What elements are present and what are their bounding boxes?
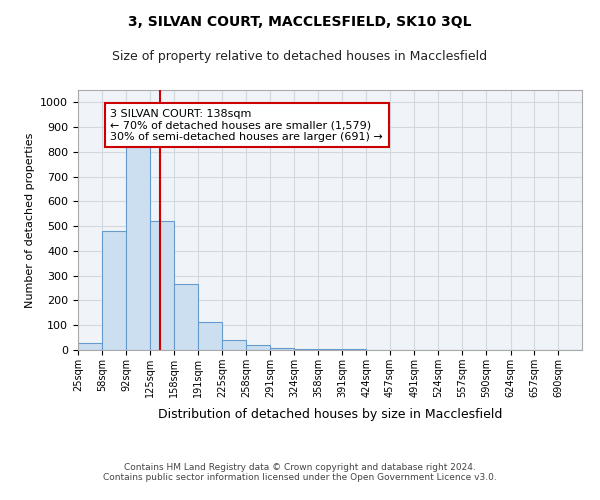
Bar [246,345,270,350]
Bar [78,342,102,350]
Bar [342,349,366,350]
Bar [270,348,294,350]
Bar [223,340,246,350]
Text: 3 SILVAN COURT: 138sqm
← 70% of detached houses are smaller (1,579)
30% of semi-: 3 SILVAN COURT: 138sqm ← 70% of detached… [110,108,383,142]
X-axis label: Distribution of detached houses by size in Macclesfield: Distribution of detached houses by size … [158,408,502,421]
Bar [150,221,174,350]
Text: Size of property relative to detached houses in Macclesfield: Size of property relative to detached ho… [112,50,488,63]
Bar [198,322,221,350]
Text: Contains public sector information licensed under the Open Government Licence v3: Contains public sector information licen… [103,474,497,482]
Bar [294,349,318,350]
Text: 3, SILVAN COURT, MACCLESFIELD, SK10 3QL: 3, SILVAN COURT, MACCLESFIELD, SK10 3QL [128,15,472,29]
Text: Contains HM Land Registry data © Crown copyright and database right 2024.: Contains HM Land Registry data © Crown c… [124,464,476,472]
Bar [102,231,125,350]
Bar [127,147,150,350]
Bar [319,349,342,350]
Y-axis label: Number of detached properties: Number of detached properties [25,132,35,308]
Bar [174,284,198,350]
